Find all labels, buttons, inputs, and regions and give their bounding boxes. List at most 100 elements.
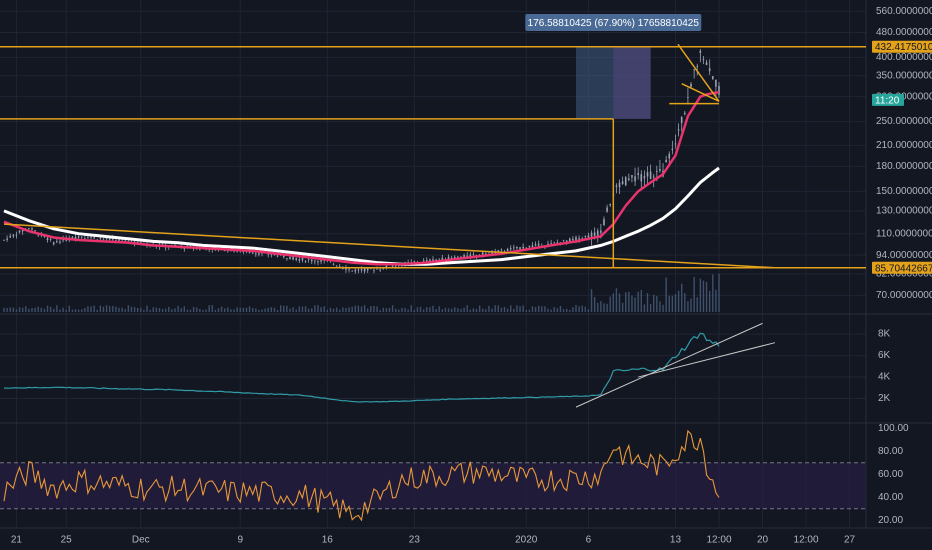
volume-bar [503, 306, 506, 312]
volume-bar [93, 305, 95, 312]
volume-bar [158, 308, 161, 312]
price-candle [699, 50, 702, 53]
price-candle [665, 159, 667, 163]
time-tick-label: 12:00 [706, 535, 731, 546]
volume-bar [603, 303, 605, 312]
volume-bar [180, 308, 182, 312]
price-tick-label: 560.00000000 [876, 6, 932, 17]
price-candle [292, 256, 294, 260]
price-candle [472, 254, 475, 256]
volume-bar [227, 307, 229, 312]
price-candle [702, 58, 705, 60]
volume-bar [656, 296, 658, 312]
time-tick-label: 9 [237, 535, 243, 546]
price-candle [481, 252, 484, 256]
price-candle [99, 238, 102, 239]
price-candle [708, 68, 711, 72]
price-candle [671, 148, 674, 151]
price-candle [28, 228, 30, 229]
volume-bar [90, 306, 92, 312]
upper-level-badge: 432.41750107 [872, 40, 932, 53]
volume-bar [553, 307, 555, 312]
rsi-axis[interactable]: 100.00 80.00 60.00 40.00 20.00 [878, 423, 909, 526]
volume-bar [497, 305, 499, 312]
volume-bar [416, 307, 419, 312]
price-tick-label: 94.00000000 [876, 250, 932, 261]
price-candle [46, 237, 49, 241]
volume-bar [494, 305, 496, 312]
indicator-axis[interactable]: 8K 6K 4K 2K [878, 329, 891, 404]
trend-drawings[interactable] [0, 43, 866, 269]
volume-bar [578, 306, 580, 312]
volume-bar [140, 307, 142, 312]
volume-bar [332, 308, 335, 312]
price-candle [15, 234, 18, 236]
volume-bar [186, 309, 189, 312]
volume-bar [510, 305, 512, 312]
price-candle [634, 176, 636, 182]
price-candle [233, 250, 235, 252]
price-candle [320, 259, 322, 262]
indicator-tick-label: 8K [878, 329, 891, 340]
volume-bar [684, 293, 686, 312]
volume-bar [301, 306, 304, 312]
volume-bar [625, 292, 627, 312]
price-candle [615, 185, 618, 187]
volume-bar [112, 305, 114, 312]
volume-bar [419, 306, 422, 312]
price-candle [102, 238, 105, 240]
volume-bar [155, 307, 158, 312]
volume-bar [202, 309, 204, 312]
time-axis[interactable]: 21 25 Dec 9 16 23 2020 6 13 12:00 20 12:00 27 [11, 535, 856, 546]
price-candle [432, 259, 434, 262]
volume-bar [323, 306, 325, 312]
volume-bar [239, 307, 241, 312]
volume-bar [562, 309, 565, 312]
volume-bar [261, 309, 263, 312]
price-candle [534, 244, 537, 246]
last-time-badge: 11:20 [872, 93, 904, 106]
volume-bar [127, 305, 130, 312]
volume-bar [267, 307, 269, 312]
price-candle [674, 143, 677, 145]
indicator-trendlines[interactable] [575, 322, 776, 408]
volume-bar [43, 308, 46, 312]
price-candle [80, 237, 83, 238]
price-candle [87, 237, 89, 239]
price-candle [637, 173, 639, 175]
volume-bar [348, 307, 350, 312]
volume-bar [398, 309, 400, 312]
volume-bar [618, 293, 621, 312]
indicator-tick-label: 6K [878, 350, 891, 361]
volume-bar [612, 293, 615, 312]
price-candle [348, 268, 350, 270]
volume-bar [525, 309, 527, 312]
volume-bar [649, 303, 652, 312]
volume-bar [317, 305, 319, 312]
volume-bar [214, 309, 217, 312]
price-candle [668, 153, 671, 159]
price-candle [108, 238, 111, 240]
price-tick-label: 210.00000000 [876, 140, 932, 151]
price-candle [715, 79, 717, 87]
volume-bar [168, 306, 170, 312]
volume-bar [34, 307, 36, 312]
price-candle [351, 270, 353, 272]
price-candle [562, 239, 565, 241]
volume-bar [680, 283, 683, 312]
volume-bar [460, 308, 462, 312]
price-candle [680, 116, 683, 123]
price-candle [12, 234, 15, 237]
volume-bar [258, 309, 260, 312]
price-candle [600, 230, 602, 233]
volume-bar [12, 307, 15, 312]
volume-bar [482, 308, 484, 312]
price-candle [84, 237, 86, 239]
volume-bar [637, 291, 639, 312]
price-candle [528, 245, 531, 247]
grid-lines [0, 0, 866, 528]
price-candle [656, 171, 658, 172]
volume-bar [659, 301, 661, 312]
volume-bar [245, 307, 248, 312]
